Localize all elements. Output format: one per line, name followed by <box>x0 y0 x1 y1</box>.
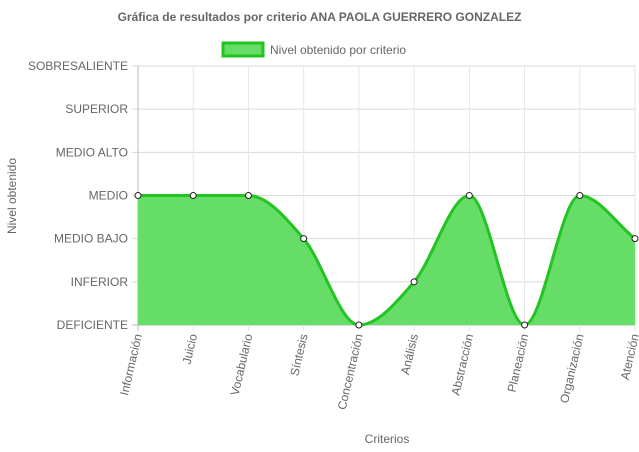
x-tick-label: Atención <box>618 333 639 382</box>
x-tick-label: Juicio <box>180 332 201 365</box>
y-tick-label: SOBRESALIENTE <box>28 59 128 73</box>
data-point[interactable] <box>576 192 584 199</box>
data-point[interactable] <box>134 192 142 199</box>
data-points <box>134 192 639 329</box>
y-tick-label: MEDIO <box>89 189 128 203</box>
x-tick-label: Planeación <box>504 333 531 394</box>
legend-label: Nivel obtenido por criterio <box>270 43 406 57</box>
x-axis-ticks: Información Juicio Vocabulario Síntesis Conc… <box>117 332 639 411</box>
x-tick-label: Concentración <box>335 333 366 412</box>
x-tick-label: Organización <box>557 333 587 405</box>
y-tick-label: DEFICIENTE <box>57 318 128 332</box>
data-point[interactable] <box>300 235 308 243</box>
x-tick-label: Vocabulario <box>228 332 256 397</box>
y-tick-label: MEDIO ALTO <box>56 145 128 159</box>
y-axis-title: Nivel obtenido <box>5 158 19 234</box>
x-tick-label: Abstracción <box>449 333 477 397</box>
data-point[interactable] <box>465 192 473 199</box>
y-tick-label: MEDIO BAJO <box>54 232 128 246</box>
y-tick-label: INFERIOR <box>71 275 129 289</box>
data-point[interactable] <box>189 192 197 199</box>
x-tick-label: Síntesis <box>287 333 310 378</box>
data-point[interactable] <box>244 192 252 199</box>
data-point[interactable] <box>410 278 418 286</box>
x-tick-label: Análisis <box>398 333 421 376</box>
data-point[interactable] <box>521 321 529 329</box>
chart-title: Gráfica de resultados por criterio ANA P… <box>118 10 522 24</box>
x-tick-label: Información <box>117 333 145 397</box>
data-point[interactable] <box>355 321 363 329</box>
series-area <box>138 195 635 325</box>
x-axis-title: Criterios <box>365 432 410 446</box>
legend[interactable]: Nivel obtenido por criterio <box>221 41 406 58</box>
y-axis-ticks: DEFICIENTE INFERIOR MEDIO BAJO MEDIO MEDIO A… <box>28 59 128 332</box>
legend-swatch <box>221 41 265 58</box>
data-point[interactable] <box>631 235 639 243</box>
y-tick-label: SUPERIOR <box>65 102 128 116</box>
